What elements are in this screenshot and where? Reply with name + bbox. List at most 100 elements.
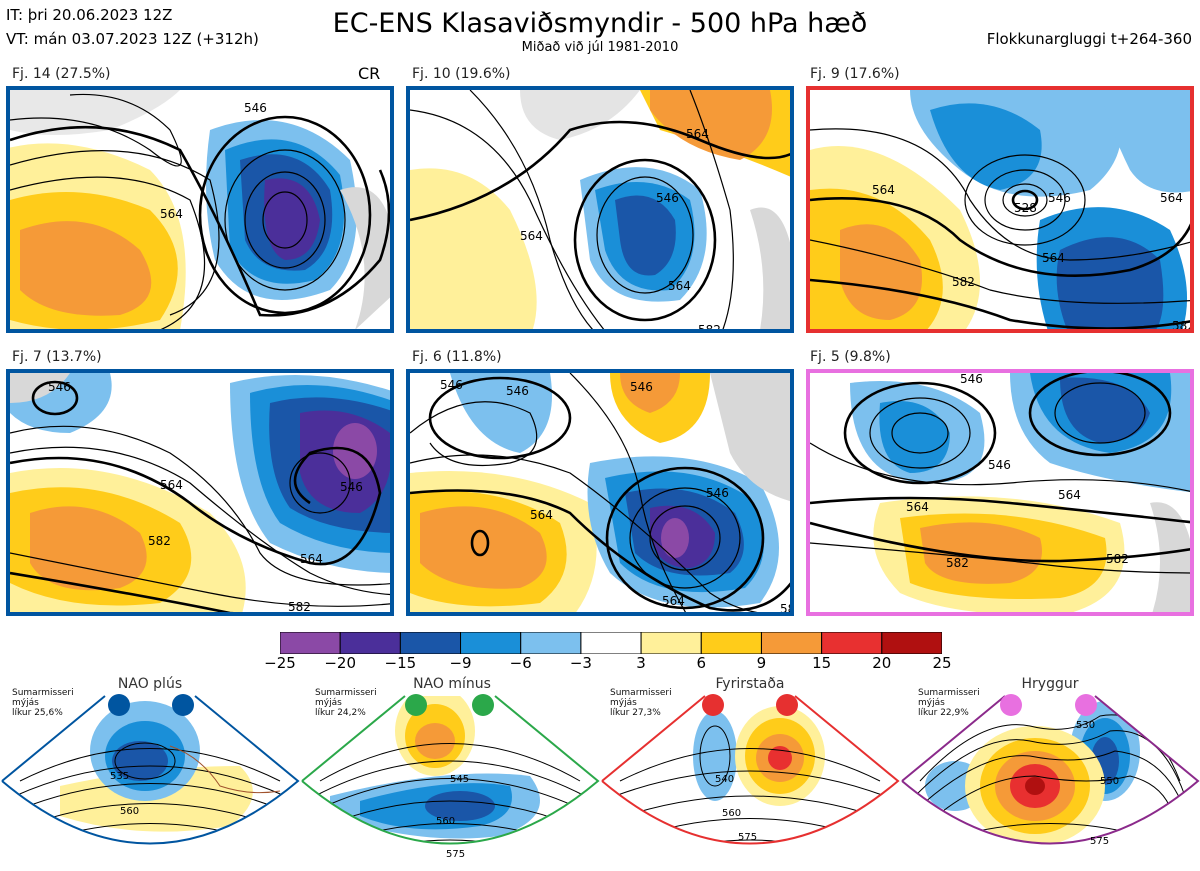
colorbar-swatch (580, 631, 642, 655)
contour-label: 582 (698, 323, 721, 333)
colorbar-ticks: −25 −20 −15 −9 −6 −3 3 6 9 15 20 25 (264, 654, 951, 674)
colorbar-tick-label: 25 (932, 654, 952, 672)
regime-map: 535 560 (1, 695, 300, 845)
contour-label: 564 (686, 127, 709, 141)
regime-info-line: mýjás (610, 698, 637, 708)
regime-dot (776, 694, 798, 716)
contour-label: 564 (1160, 191, 1183, 205)
regime-contour-label: 575 (1090, 836, 1109, 847)
colorbar-swatch (279, 631, 341, 655)
regime-info-season: Sumarmisseri (918, 688, 980, 698)
contour-label: 582 (952, 275, 975, 289)
contour-label: 564 (662, 594, 685, 608)
regime-contour-label: 575 (446, 849, 465, 860)
panel-label: Fj. 14 (27.5%) (12, 66, 111, 82)
regime-name: NAO plús (117, 676, 183, 692)
regime-info-line: mýjás (315, 698, 342, 708)
map-svg: 546 564 546 582 564 582 (10, 373, 390, 612)
regime-contour-label: 550 (1100, 776, 1119, 787)
regime-info: Sumarmisseri mýjás líkur 25,6% (12, 688, 74, 718)
panel-label: Fj. 10 (19.6%) (412, 66, 511, 82)
map-svg: 564 546 564 582 564 (410, 90, 790, 333)
cluster-map-panel[interactable]: 564 546 564 582 564 (406, 86, 794, 333)
regime-info-probability: líkur 27,3% (610, 708, 661, 718)
regime-name: Fyrirstaða (715, 676, 785, 692)
contour-label: 528 (1014, 201, 1037, 215)
regime-info: Sumarmisseri mýjás líkur 27,3% (610, 688, 672, 718)
map-svg: 546 546 564 564 582 582 (810, 373, 1190, 612)
regime-dot (472, 694, 494, 716)
contour-label: 564 (160, 478, 183, 492)
panel-label: Fj. 6 (11.8%) (412, 349, 502, 365)
regime-panel[interactable]: 530 550 575 Hryggur Sumarmisseri mýjás l… (900, 676, 1200, 871)
colorbar-tick-label: −25 (264, 654, 296, 672)
regime-map: 530 550 575 (901, 695, 1200, 847)
colorbar-tick-label: 15 (812, 654, 832, 672)
contour-label: 546 (48, 380, 71, 394)
cluster-map-panel[interactable]: 546 564 (6, 86, 394, 333)
regime-dot (1075, 694, 1097, 716)
contour-label: 582 (946, 556, 969, 570)
colorbar-tick-label: −15 (384, 654, 417, 672)
panel-label: Fj. 5 (9.8%) (810, 349, 891, 365)
regime-dot (108, 694, 130, 716)
cluster-map-panel[interactable]: 546 564 546 582 564 582 (6, 369, 394, 616)
regime-map: 545 560 575 (301, 695, 600, 860)
map-svg: 546 564 (10, 90, 390, 329)
contour-label: 582 (148, 534, 171, 548)
regime-contour-label: 545 (450, 774, 469, 785)
classification-window: Flokkunargluggi t+264-360 (986, 30, 1192, 48)
regime-panel[interactable]: 545 560 575 NAO mínus Sumarmisseri mýjás… (300, 676, 600, 871)
cluster-map-panel[interactable]: 546 546 546 564 546 564 582 (406, 369, 794, 616)
regime-map: 540 560 575 (601, 695, 900, 845)
contour-label: 546 (656, 191, 679, 205)
issue-time: IT: þri 20.06.2023 12Z (6, 6, 173, 24)
map-svg: 564 528 546 564 582 564 582 (810, 90, 1194, 333)
colorbar-tick-label: −9 (449, 654, 472, 672)
contour-label: 546 (440, 378, 463, 392)
cluster-map-panel[interactable]: 564 528 546 564 582 564 582 (806, 86, 1194, 333)
regime-contour-label: 560 (722, 808, 741, 819)
regime-dot (172, 694, 194, 716)
contour-label: 546 (630, 380, 653, 394)
regime-dot (405, 694, 427, 716)
colorbar: −25 −20 −15 −9 −6 −3 3 6 9 15 20 25 (264, 631, 952, 672)
valid-time: VT: mán 03.07.2023 12Z (+312h) (6, 30, 259, 48)
regime-panel[interactable]: 535 560 NAO plús Sumarmisseri mýjás líku… (0, 676, 300, 871)
colorbar-tick-label: −20 (324, 654, 356, 672)
contour-label: 546 (244, 101, 267, 115)
page-subtitle: Miðað við júl 1981-2010 (521, 40, 679, 55)
regime-info-probability: líkur 25,6% (12, 708, 63, 718)
regime-info: Sumarmisseri mýjás líkur 22,9% (918, 688, 980, 718)
contour-label: 564 (530, 508, 553, 522)
regime-info-season: Sumarmisseri (610, 688, 672, 698)
regime-info: Sumarmisseri mýjás líkur 24,2% (315, 688, 377, 718)
colorbar-tick-label: 9 (756, 654, 767, 672)
panel-label: Fj. 7 (13.7%) (12, 349, 102, 365)
regime-panel[interactable]: 540 560 575 Fyrirstaða Sumarmisseri mýjá… (600, 676, 900, 871)
regime-info-probability: líkur 22,9% (918, 708, 969, 718)
panel-label: Fj. 9 (17.6%) (810, 66, 900, 82)
colorbar-swatch (460, 631, 522, 655)
contour-label: 546 (706, 486, 729, 500)
contour-label: 582 (780, 602, 794, 616)
cluster-map-panel[interactable]: 546 546 564 564 582 582 (806, 369, 1194, 616)
regime-contour-label: 530 (1076, 720, 1095, 731)
colorbar-swatch (760, 631, 823, 655)
regime-info-season: Sumarmisseri (315, 688, 377, 698)
contour-label: 564 (906, 500, 929, 514)
regime-dot (1000, 694, 1022, 716)
contour-label: 564 (300, 552, 323, 566)
contour-label: 564 (668, 279, 691, 293)
contour-label: 582 (1106, 552, 1129, 566)
colorbar-swatches (279, 631, 943, 655)
regime-contour-label: 575 (738, 832, 757, 843)
regime-info-line: mýjás (12, 698, 39, 708)
regime-info-season: Sumarmisseri (12, 688, 74, 698)
regime-contour-label: 560 (120, 806, 139, 817)
regime-dot (702, 694, 724, 716)
colorbar-tick-label: 20 (872, 654, 892, 672)
contour-label: 582 (1172, 319, 1194, 333)
regime-info-probability: líkur 24,2% (315, 708, 366, 718)
contour-label: 546 (960, 373, 983, 386)
